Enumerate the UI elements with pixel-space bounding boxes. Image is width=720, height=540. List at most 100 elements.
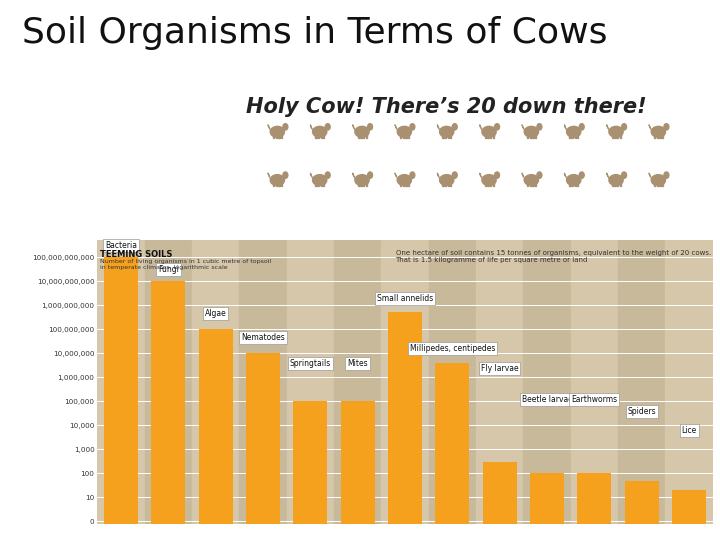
Ellipse shape (482, 126, 496, 137)
Bar (363, 180, 364, 186)
Bar (273, 180, 274, 186)
Ellipse shape (325, 124, 330, 130)
Ellipse shape (537, 124, 542, 130)
Bar (575, 180, 576, 186)
Bar (572, 132, 573, 138)
Bar (320, 132, 322, 138)
Bar (276, 180, 277, 186)
Bar (618, 240, 665, 524)
Bar (408, 180, 409, 186)
Bar (323, 132, 325, 138)
Bar (405, 132, 407, 138)
Ellipse shape (452, 172, 457, 178)
Ellipse shape (325, 172, 330, 178)
Bar (358, 180, 359, 186)
Bar (276, 132, 277, 138)
Bar (619, 180, 621, 186)
Ellipse shape (651, 174, 665, 186)
Bar (388, 313, 422, 540)
Bar (104, 257, 138, 540)
Bar (450, 180, 451, 186)
Ellipse shape (355, 126, 369, 137)
Bar (654, 132, 655, 138)
Text: Number of living organisms in 1 cubic metre of topsoil
in temperate climates, lo: Number of living organisms in 1 cubic me… (99, 259, 271, 270)
Bar (382, 240, 428, 524)
Text: Bacteria: Bacteria (105, 241, 137, 250)
Bar (428, 240, 476, 524)
Ellipse shape (368, 124, 372, 130)
Bar (402, 180, 404, 186)
Ellipse shape (609, 126, 623, 137)
Bar (617, 180, 618, 186)
Text: Mites: Mites (347, 359, 368, 368)
Bar (315, 132, 317, 138)
Bar (334, 240, 382, 524)
Ellipse shape (439, 126, 454, 137)
Bar (445, 180, 446, 186)
Bar (530, 132, 531, 138)
Bar (400, 132, 401, 138)
Bar (145, 240, 192, 524)
Bar (617, 132, 618, 138)
Bar (273, 132, 274, 138)
Bar (612, 180, 613, 186)
Ellipse shape (651, 126, 665, 137)
Text: Soil Organisms in Terms of Cows: Soil Organisms in Terms of Cows (22, 16, 607, 50)
Bar (665, 240, 713, 524)
Bar (281, 132, 282, 138)
Bar (485, 132, 486, 138)
Bar (614, 180, 616, 186)
Bar (577, 180, 578, 186)
Bar (614, 132, 616, 138)
Bar (405, 180, 407, 186)
Text: TEEMING SOILS: TEEMING SOILS (99, 250, 172, 259)
Ellipse shape (537, 172, 542, 178)
Bar (445, 132, 446, 138)
Bar (625, 481, 659, 540)
Bar (487, 180, 489, 186)
Ellipse shape (312, 174, 327, 186)
Text: Earthworms: Earthworms (572, 395, 618, 403)
Bar (293, 401, 328, 540)
Bar (450, 132, 451, 138)
Bar (490, 132, 491, 138)
Bar (535, 180, 536, 186)
Ellipse shape (355, 174, 369, 186)
Ellipse shape (397, 174, 412, 186)
Bar (320, 180, 322, 186)
Bar (408, 132, 409, 138)
Bar (485, 180, 486, 186)
Bar (402, 132, 404, 138)
Bar (662, 180, 663, 186)
Ellipse shape (439, 174, 454, 186)
Bar (358, 132, 359, 138)
Ellipse shape (495, 172, 500, 178)
Bar (287, 240, 334, 524)
Ellipse shape (283, 172, 288, 178)
Bar (657, 132, 658, 138)
Bar (571, 240, 618, 524)
Text: Fungi: Fungi (158, 265, 179, 274)
Ellipse shape (524, 126, 539, 137)
Bar (530, 474, 564, 540)
Ellipse shape (567, 174, 581, 186)
Bar (151, 281, 185, 540)
Ellipse shape (664, 124, 669, 130)
Bar (278, 180, 279, 186)
Ellipse shape (368, 172, 372, 178)
Bar (360, 180, 361, 186)
Ellipse shape (580, 172, 584, 178)
Text: Lice: Lice (682, 426, 697, 435)
Ellipse shape (524, 174, 539, 186)
Bar (535, 132, 536, 138)
Ellipse shape (312, 126, 327, 137)
Bar (278, 132, 279, 138)
Bar (487, 132, 489, 138)
Text: Spiders: Spiders (627, 407, 656, 416)
Bar (575, 132, 576, 138)
Ellipse shape (410, 172, 415, 178)
Ellipse shape (621, 172, 626, 178)
Text: Fly larvae: Fly larvae (481, 364, 518, 373)
Bar (199, 329, 233, 540)
Bar (360, 132, 361, 138)
